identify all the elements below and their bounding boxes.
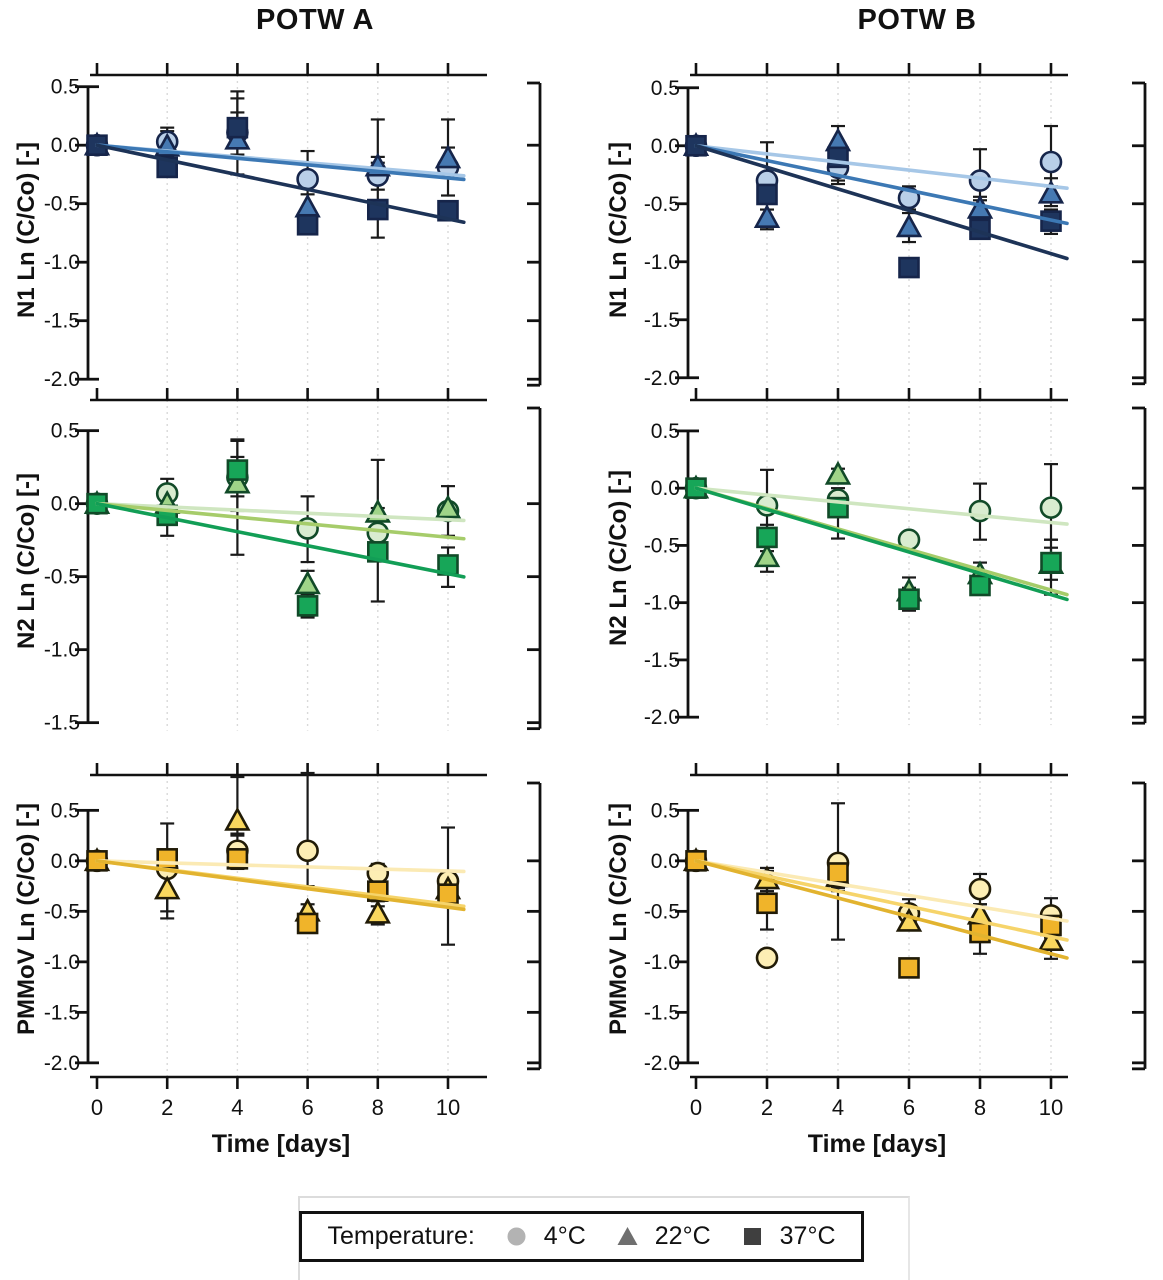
svg-text:2: 2 (161, 1095, 173, 1120)
svg-text:-2.0: -2.0 (644, 1052, 680, 1075)
legend-item-22c: 22°C (616, 1222, 711, 1251)
svg-text:6: 6 (903, 1095, 915, 1120)
svg-text:-2.0: -2.0 (44, 1052, 80, 1075)
svg-text:-1.5: -1.5 (644, 1001, 680, 1024)
svg-text:10: 10 (1039, 1095, 1063, 1120)
svg-text:-2.0: -2.0 (644, 706, 680, 729)
svg-text:-0.5: -0.5 (644, 193, 680, 216)
y-axis-label-b-pmmov: PMMoV Ln (C/Co) [-] (605, 803, 632, 1035)
x-axis-label-right: Time [days] (807, 1130, 947, 1158)
y-axis-label-b-n1: N1 Ln (C/Co) [-] (605, 142, 632, 318)
svg-text:-1.0: -1.0 (44, 639, 80, 662)
svg-text:10: 10 (436, 1095, 460, 1120)
svg-text:-2.0: -2.0 (644, 367, 680, 390)
svg-text:-1.5: -1.5 (644, 649, 680, 672)
svg-text:-1.5: -1.5 (44, 1001, 80, 1024)
y-axis-label-a-n1: N1 Ln (C/Co) [-] (13, 142, 40, 318)
y-axis-label-a-pmmov: PMMoV Ln (C/Co) [-] (13, 803, 40, 1035)
svg-text:4: 4 (832, 1095, 844, 1120)
y-axis-label-a-n2: N2 Ln (C/Co) [-] (13, 473, 40, 649)
square-marker-icon (743, 1228, 761, 1245)
svg-text:4: 4 (231, 1095, 243, 1120)
svg-text:0.5: 0.5 (51, 420, 80, 443)
x-axis-label-left: Time [days] (211, 1130, 351, 1158)
svg-text:-2.0: -2.0 (44, 368, 80, 391)
legend-item-label: 22°C (654, 1222, 711, 1250)
svg-text:0.0: 0.0 (651, 850, 680, 873)
y-axis-label-b-n2: N2 Ln (C/Co) [-] (605, 470, 632, 646)
legend-item-label: 4°C (543, 1222, 586, 1250)
svg-text:-1.5: -1.5 (644, 309, 680, 332)
svg-text:-0.5: -0.5 (644, 534, 680, 557)
svg-text:0.5: 0.5 (651, 799, 680, 822)
legend-item-label: 37°C (779, 1222, 836, 1250)
svg-text:0.0: 0.0 (51, 493, 80, 516)
svg-text:-0.5: -0.5 (44, 193, 80, 216)
svg-text:0.0: 0.0 (51, 134, 80, 157)
triangle-marker-icon (617, 1227, 638, 1245)
svg-text:0: 0 (91, 1095, 103, 1120)
svg-text:-1.0: -1.0 (44, 951, 80, 974)
temperature-legend: Temperature: 4°C 22°C 37°C (298, 1211, 865, 1262)
svg-text:0: 0 (690, 1095, 702, 1120)
svg-text:-0.5: -0.5 (644, 900, 680, 923)
svg-text:-1.0: -1.0 (644, 592, 680, 615)
svg-text:-1.0: -1.0 (644, 251, 680, 274)
circle-marker-icon (507, 1227, 526, 1246)
svg-text:0.0: 0.0 (651, 135, 680, 158)
svg-text:2: 2 (761, 1095, 773, 1120)
svg-text:-1.5: -1.5 (44, 310, 80, 333)
svg-text:-0.5: -0.5 (44, 900, 80, 923)
column-title-potw-a: POTW A (256, 4, 374, 36)
svg-text:8: 8 (974, 1095, 986, 1120)
svg-text:-1.0: -1.0 (644, 951, 680, 974)
legend-title: Temperature: (327, 1222, 475, 1250)
svg-text:0.5: 0.5 (651, 420, 680, 443)
svg-text:0.5: 0.5 (51, 76, 80, 99)
svg-text:0.0: 0.0 (51, 850, 80, 873)
svg-text:-1.5: -1.5 (44, 712, 80, 735)
legend-item-37c: 37°C (741, 1222, 836, 1251)
svg-text:6: 6 (301, 1095, 313, 1120)
svg-text:-0.5: -0.5 (44, 566, 80, 589)
svg-text:8: 8 (372, 1095, 384, 1120)
column-title-potw-b: POTW B (857, 4, 977, 36)
legend-item-4c: 4°C (505, 1222, 586, 1251)
svg-text:-1.0: -1.0 (44, 251, 80, 274)
svg-text:0.5: 0.5 (651, 77, 680, 100)
svg-text:0.5: 0.5 (51, 799, 80, 822)
svg-text:0.0: 0.0 (651, 477, 680, 500)
